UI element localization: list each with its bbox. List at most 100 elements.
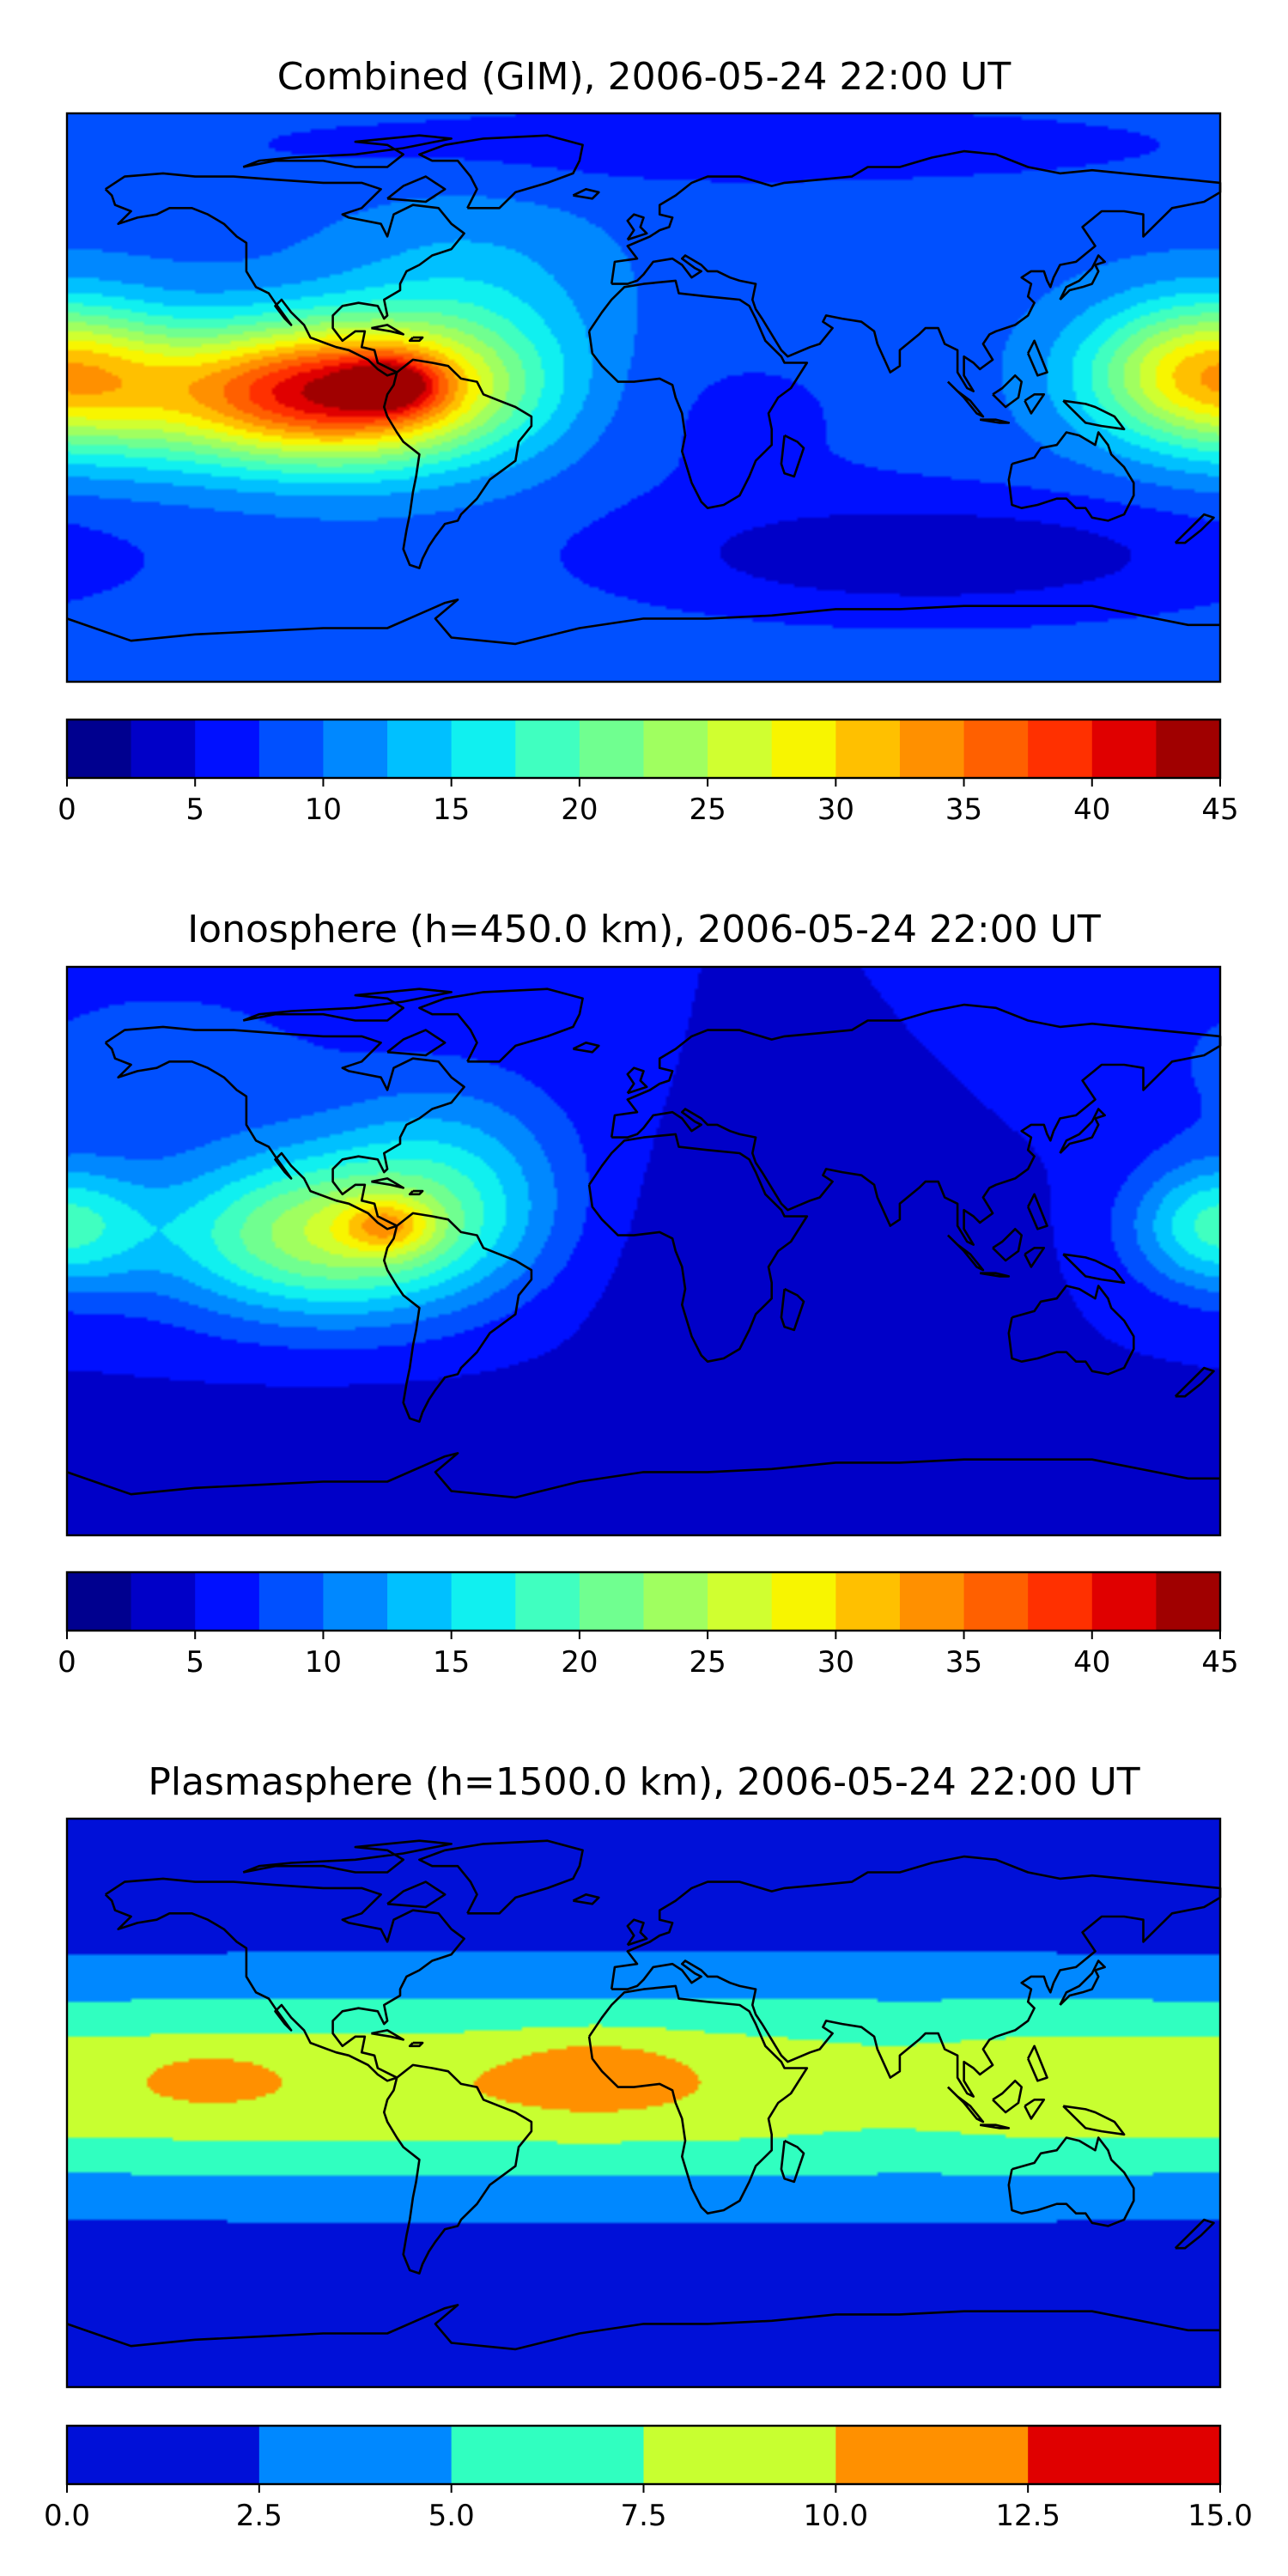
coastline-6 [626,213,648,241]
coastline-3 [587,1984,809,2215]
coastline-8 [1059,1959,1106,2006]
map-frame [65,112,1222,683]
coastline-1 [383,1212,533,1423]
colorbar-segment [387,720,453,778]
coastline-18 [408,1189,424,1196]
colorbar-tick-label: 35 [945,793,982,827]
map-frame [65,1817,1222,2389]
coastline-6 [626,1918,648,1947]
colorbar-tick-label: 15.0 [1188,2499,1253,2533]
colorbar-tick-label: 0 [58,1645,76,1680]
colorbar-tick-label: 15 [433,1645,470,1680]
coastline-21 [386,175,447,204]
colorbar-tick-label: 45 [1201,1645,1238,1680]
colorbar-segment [643,1572,708,1631]
colorbar-segment [835,1572,901,1631]
coastline-11 [992,374,1023,409]
coastline-11 [992,2080,1023,2114]
coastline-4 [610,149,1222,392]
coastline-1 [383,2063,533,2275]
colorbar-tick-label: 40 [1073,1645,1110,1680]
coastline-12 [1024,393,1046,415]
colorbar-frame [65,718,1222,780]
coastline-10 [979,1272,1011,1278]
coastline-19 [66,598,1220,646]
panel-ionosphere: Ionosphere (h=450.0 km), 2006-05-24 22:0… [58,908,1238,1680]
coastline-8 [1059,254,1106,301]
coastline-20 [242,134,453,168]
coastline-12 [1024,1247,1046,1268]
coastline-7 [572,1042,600,1054]
colorbar-tick-label: 0.0 [44,2499,90,2533]
coastline-3 [587,1133,809,1363]
colorbar-segment [708,1572,773,1631]
panel-title: Combined (GIM), 2006-05-24 22:00 UT [277,55,1012,99]
coastline-1 [383,358,533,569]
coastline-2 [418,987,584,1063]
coastline-12 [1024,2099,1046,2120]
coastline-15 [780,2139,805,2184]
colorbar-segment [258,2426,453,2484]
colorbar-segment [131,720,196,778]
colorbar-tick-label: 30 [817,793,854,827]
coastline-21 [386,1880,447,1909]
coastline-7 [572,1893,600,1905]
colorbar-tick-label: 45 [1201,793,1238,827]
panel-plasmasphere: Plasmasphere (h=1500.0 km), 2006-05-24 2… [44,1760,1253,2533]
colorbar-tick-label: 25 [689,1645,726,1680]
coastline-16 [1174,513,1215,544]
colorbar: 0 5 10 15 20 25 30 35 40 45 [58,718,1239,827]
heatmap-field [67,967,1220,1535]
map-area [65,112,1222,683]
colorbar-segment [387,1572,453,1631]
colorbar-tick-label: 10 [305,793,342,827]
coastline-14 [1027,2044,1048,2082]
coastline-10 [979,418,1011,424]
coastline-13 [1062,1253,1126,1285]
colorbar-segment [835,720,901,778]
map-area [65,1817,1222,2389]
coastline-8 [1059,1108,1106,1154]
coastline-5 [1007,431,1135,522]
panel-title: Plasmasphere (h=1500.0 km), 2006-05-24 2… [148,1760,1139,1804]
colorbar-tick-label: 5 [185,1645,204,1680]
coastline-7 [572,188,600,200]
coastline-9 [946,2086,985,2123]
colorbar: 0.0 2.5 5.0 7.5 10.0 12.5 15.0 [44,2424,1253,2533]
coastline-16 [1174,2218,1215,2250]
colorbar-tick-label: 40 [1073,793,1110,827]
coastline-3 [587,279,809,509]
colorbar-segment [195,1572,260,1631]
colorbar-tick-label: 35 [945,1645,982,1680]
coastline-2 [418,1839,584,1915]
coastline-15 [780,434,805,478]
colorbar-segment [323,720,388,778]
colorbar-tick-label: 15 [433,793,470,827]
colorbar-segment [323,1572,388,1631]
colorbar-segment [835,2426,1029,2484]
colorbar-tick-label: 5 [185,793,204,827]
coastline-0 [104,1877,465,2082]
colorbar-segment [67,2426,260,2484]
colorbar-frame [65,1571,1222,1632]
coastline-14 [1027,339,1048,377]
colorbar-tick-label: 10.0 [803,2499,868,2533]
colorbar-segment [451,2426,645,2484]
colorbar-segment [643,2426,836,2484]
colorbar-segment [258,720,325,778]
colorbar-segment [1028,1572,1093,1631]
coastline-4 [610,1855,1222,2098]
colorbar-tick-label: 7.5 [620,2499,666,2533]
colorbar-segment [258,1572,325,1631]
colorbar-tick-label: 20 [561,1645,598,1680]
colorbar-segment [451,720,516,778]
coastline-17 [371,1177,404,1189]
colorbar-segment [195,720,260,778]
coastline-15 [780,1287,805,1332]
colorbar-segment [1028,2426,1221,2484]
colorbar-segment [515,720,580,778]
colorbar-segment [1156,720,1221,778]
colorbar-segment [451,1572,516,1631]
coastline-18 [408,336,424,343]
heatmap-field [67,1819,1220,2387]
